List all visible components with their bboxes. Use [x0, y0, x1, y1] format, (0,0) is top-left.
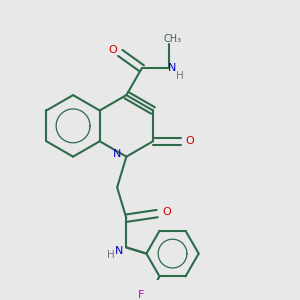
Text: O: O [108, 45, 117, 55]
Text: CH₃: CH₃ [164, 34, 181, 44]
Text: H: H [176, 71, 184, 81]
Text: N: N [113, 148, 121, 159]
Text: H: H [107, 250, 115, 260]
Text: N: N [115, 245, 123, 256]
Text: F: F [138, 290, 144, 300]
Text: O: O [186, 136, 194, 146]
Text: N: N [168, 63, 177, 73]
Text: O: O [162, 207, 171, 217]
